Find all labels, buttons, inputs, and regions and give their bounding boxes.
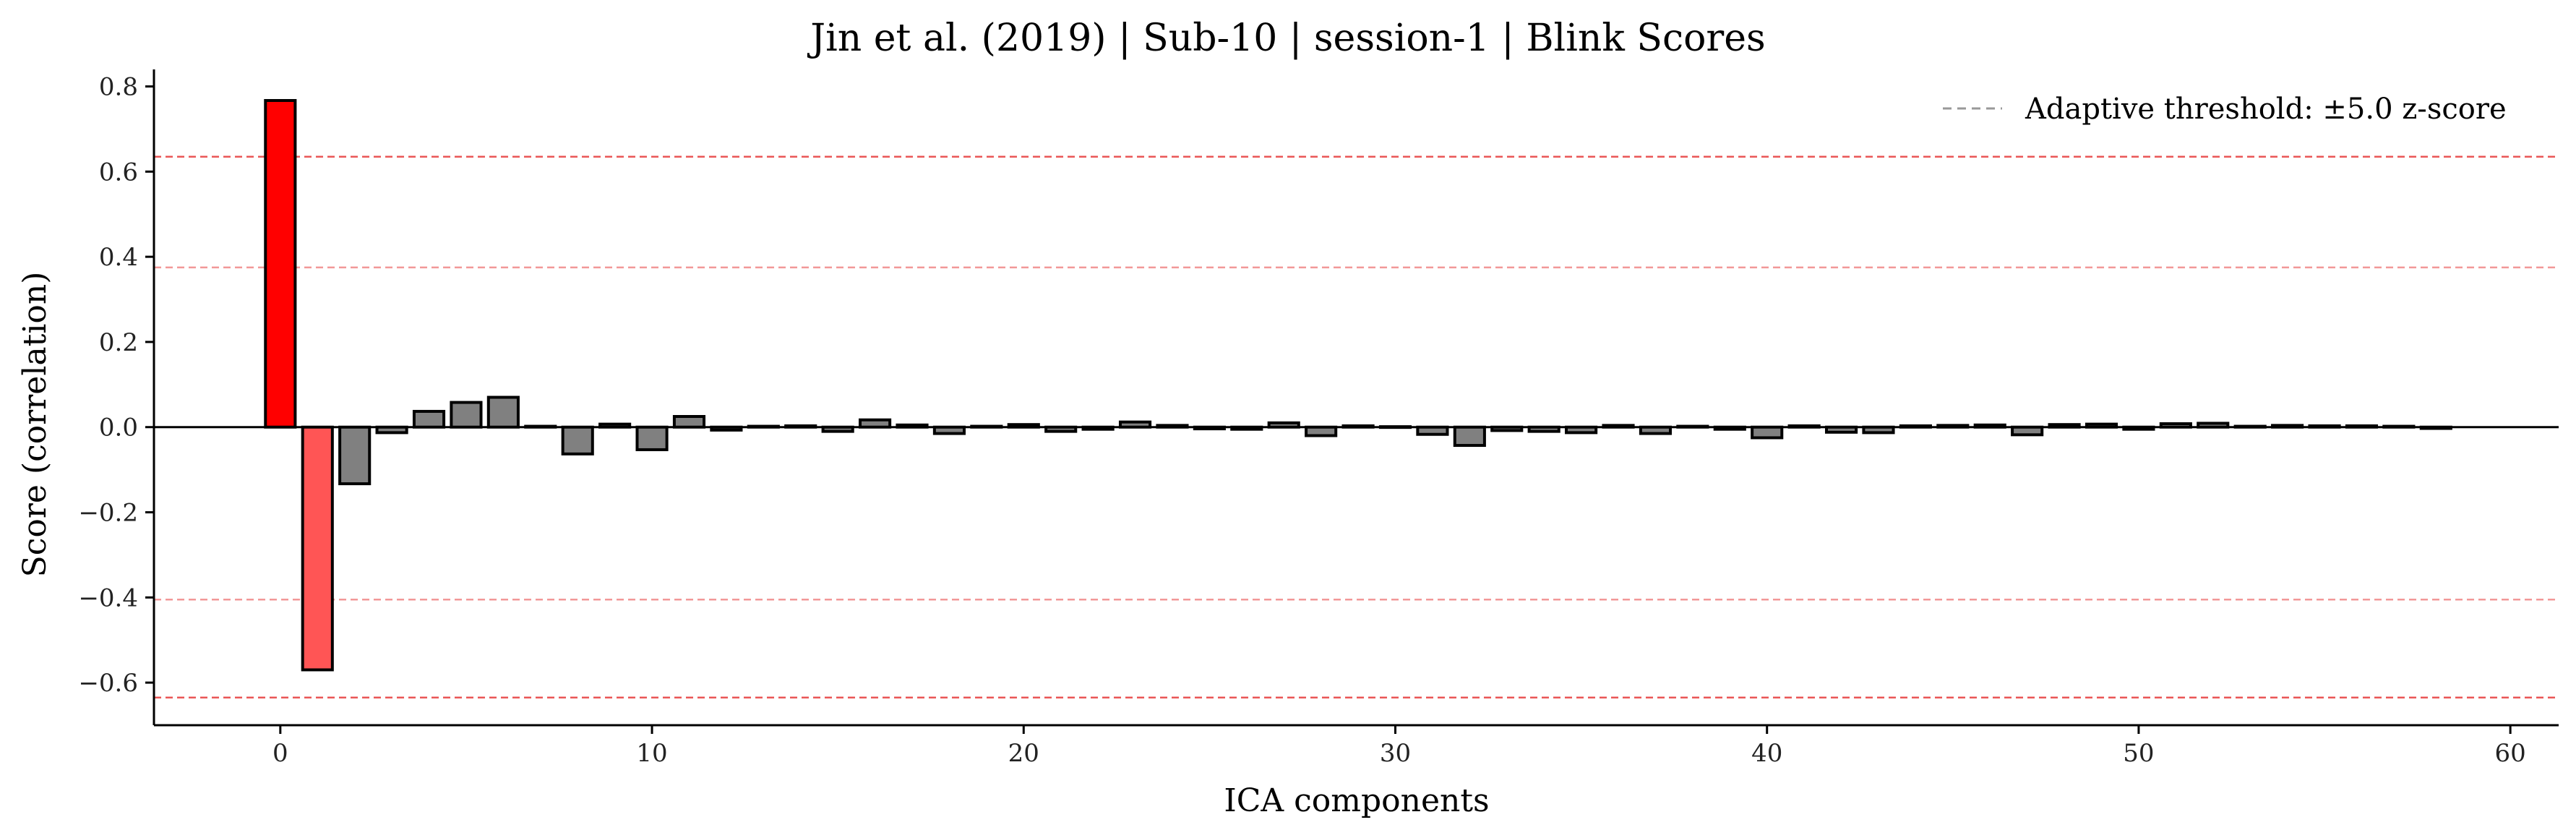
axes [153, 69, 2559, 727]
bar-1 [301, 425, 334, 672]
y-tick-label-4: 0.0 [99, 414, 138, 442]
y-ticks: 0.8 0.6 0.4 0.2 0.0 −0.2 −0.4 −0.6 [78, 73, 154, 698]
y-axis-label: Score (correlation) [17, 272, 53, 578]
bar-5 [450, 401, 483, 429]
x-ticks: 0 10 20 30 40 50 60 [272, 725, 2526, 768]
legend-entry-label: Adaptive threshold: ±5.0 z-score [2025, 93, 2507, 126]
legend: Adaptive threshold: ±5.0 z-score [1943, 93, 2507, 126]
y-tick-label-3: 0.2 [99, 328, 138, 357]
bar-16 [859, 418, 892, 429]
bar-32 [1453, 425, 1486, 448]
x-tick-label-30: 30 [1380, 739, 1411, 768]
bar-10 [635, 425, 669, 451]
x-axis-label: ICA components [1224, 782, 1489, 819]
bar-4 [412, 409, 446, 429]
chart-title: Jin et al. (2019) | Sub-10 | session-1 |… [807, 17, 1765, 60]
bar-0 [264, 98, 297, 429]
y-tick-label-0: 0.8 [99, 73, 138, 102]
bar-2 [338, 425, 372, 486]
y-tick-label-1: 0.6 [99, 158, 138, 187]
threshold-lines [154, 155, 2559, 698]
y-tick-label-6: −0.4 [78, 583, 138, 612]
bars [264, 98, 2452, 672]
y-tick-label-2: 0.4 [99, 243, 138, 272]
bar-47 [2011, 425, 2044, 437]
x-tick-label-0: 0 [272, 739, 288, 768]
bar-6 [486, 396, 520, 429]
bar-28 [1305, 425, 1338, 437]
y-tick-label-7: −0.6 [78, 669, 138, 698]
x-tick-label-20: 20 [1008, 739, 1039, 768]
bar-40 [1751, 425, 1784, 440]
x-tick-label-40: 40 [1751, 739, 1782, 768]
bar-8 [561, 425, 594, 456]
x-tick-label-60: 60 [2495, 739, 2526, 768]
x-tick-label-50: 50 [2123, 739, 2154, 768]
bar-31 [1416, 425, 1449, 436]
bar-11 [672, 415, 706, 429]
y-tick-label-5: −0.2 [78, 499, 138, 528]
x-tick-label-10: 10 [636, 739, 667, 768]
